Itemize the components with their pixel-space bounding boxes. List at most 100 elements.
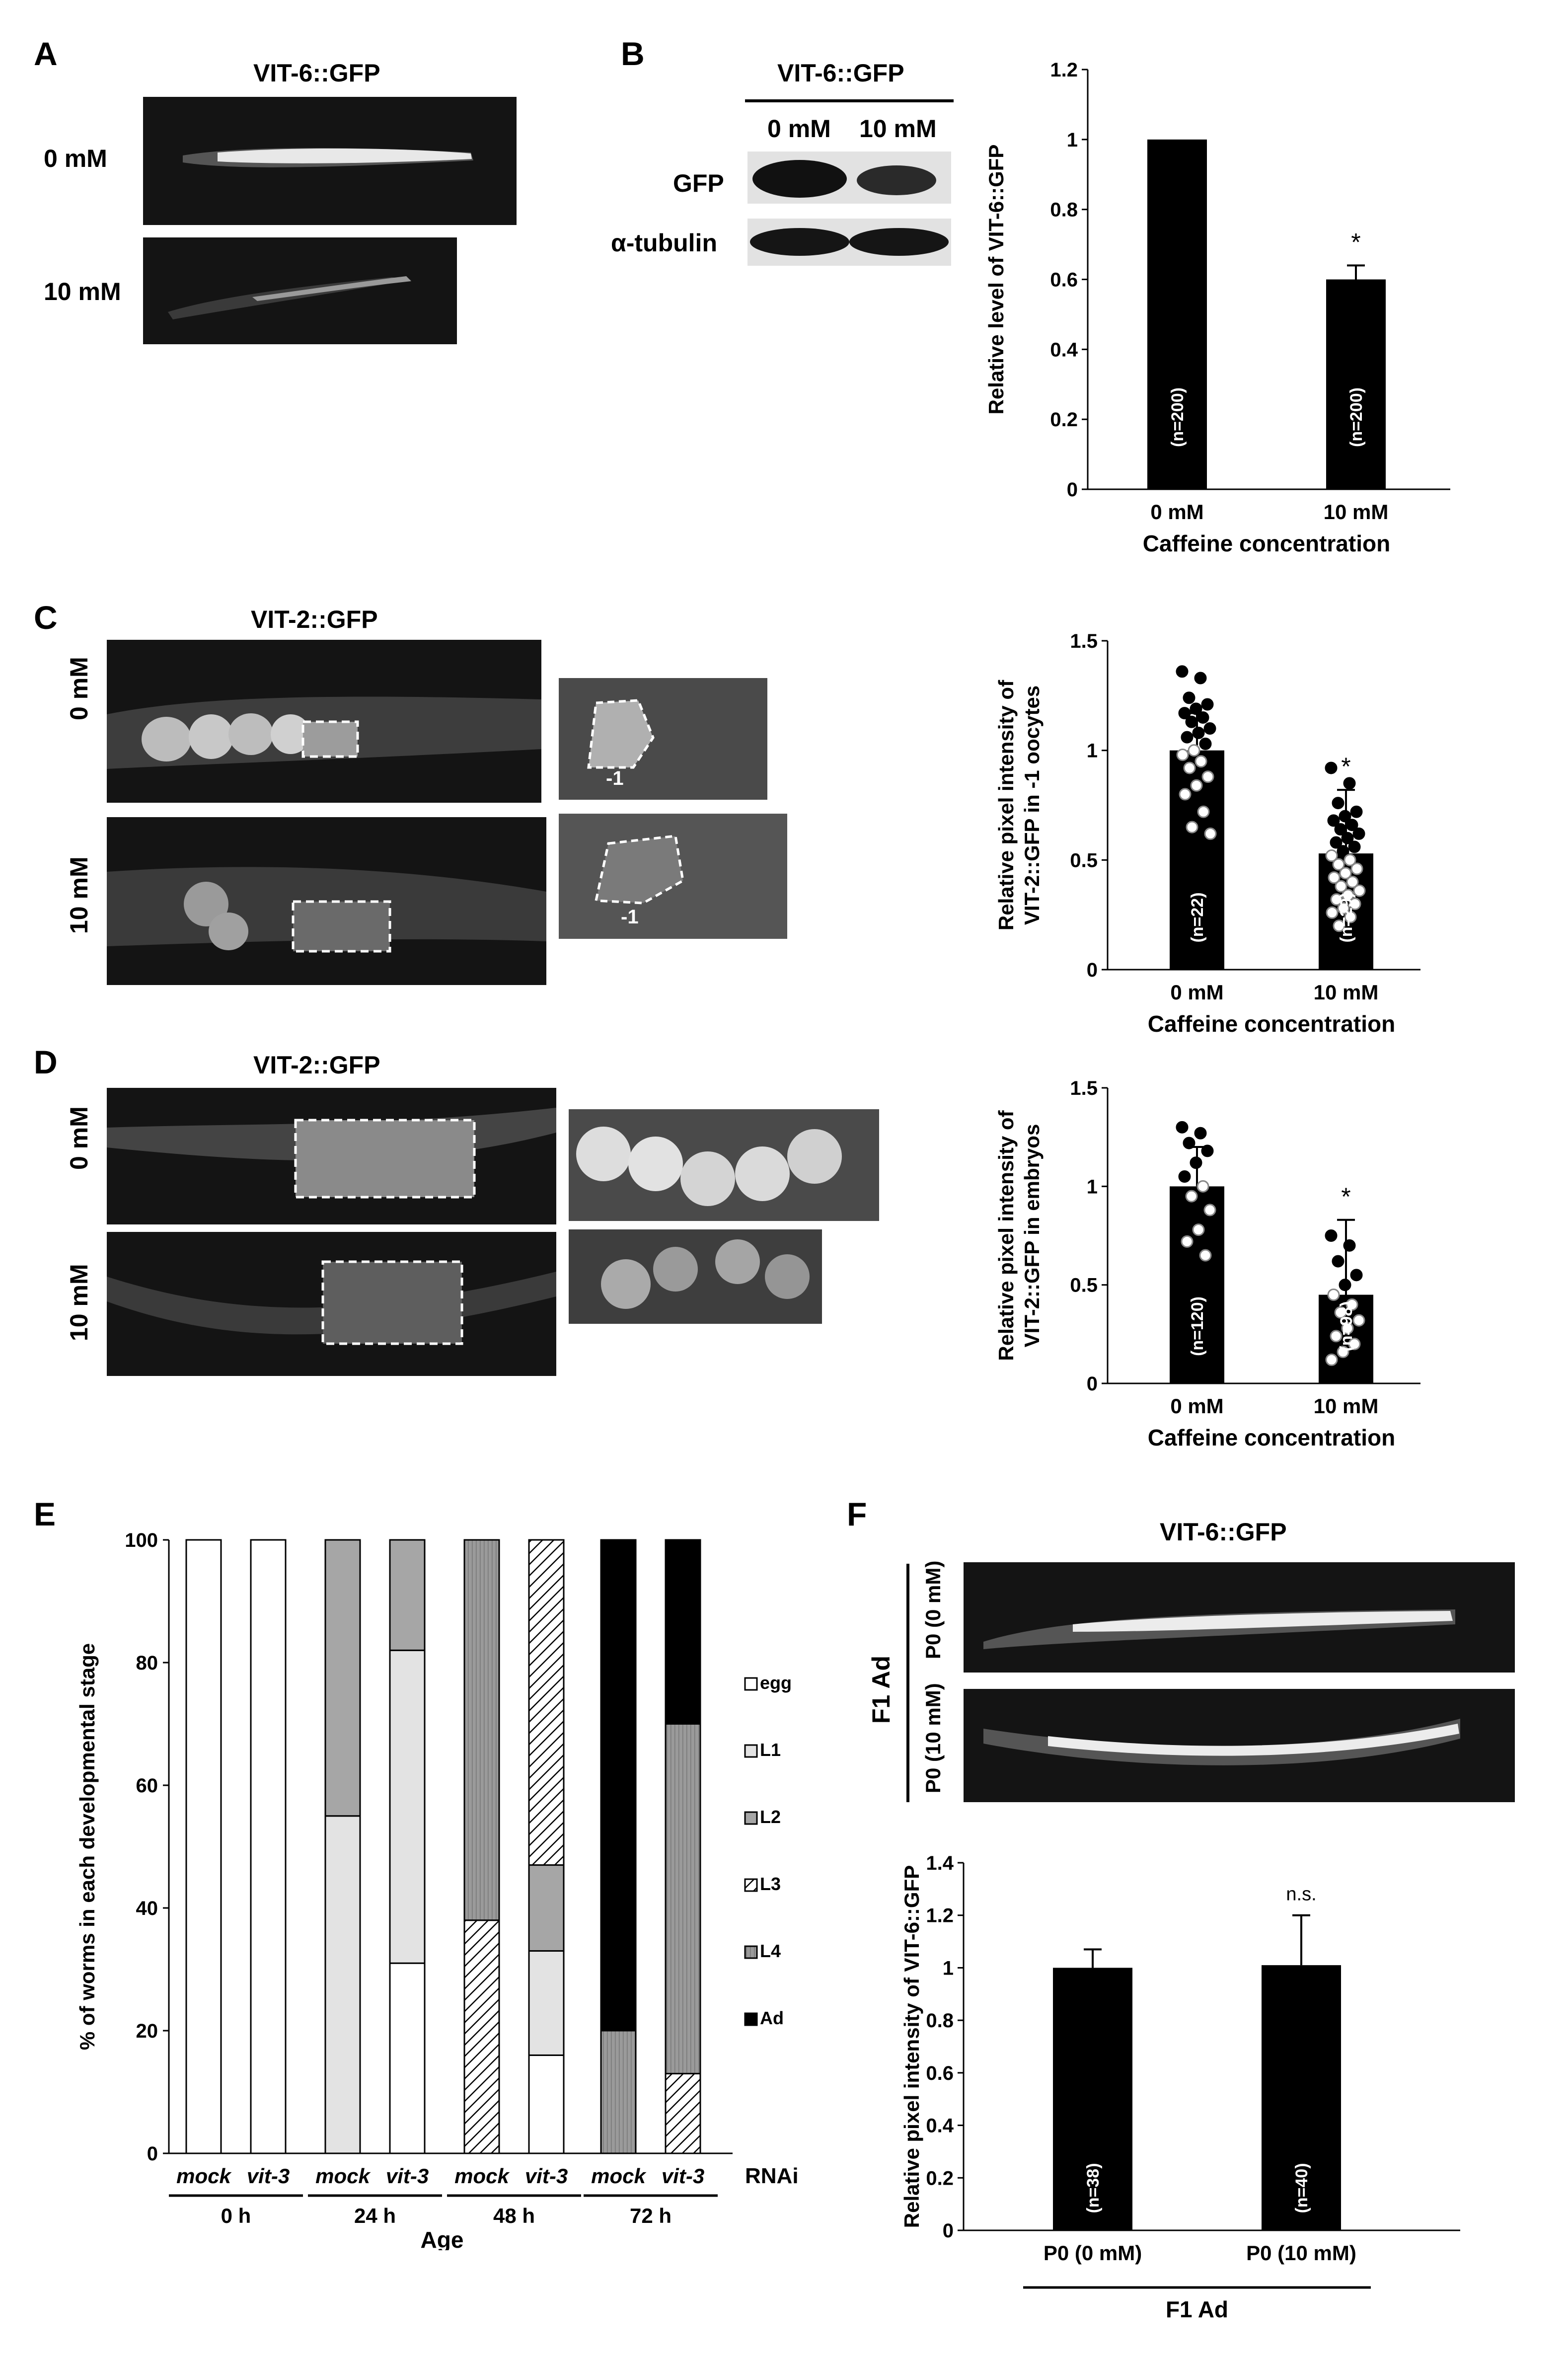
- data-point: [1176, 1121, 1189, 1134]
- legend-swatch: [744, 1945, 758, 1959]
- stack-segment: [250, 1539, 287, 2154]
- data-point: [1350, 805, 1363, 818]
- data-point: [1196, 1180, 1209, 1193]
- data-point: [1190, 779, 1203, 792]
- data-point: [1332, 797, 1344, 810]
- y-tick-label: 1.4: [926, 1852, 954, 1874]
- stack-segment: [528, 1539, 565, 1866]
- data-point: [1334, 1306, 1347, 1319]
- stack-segment: [324, 1539, 361, 1817]
- data-point: [1201, 698, 1214, 711]
- x-tick-label: 10 mM: [1324, 500, 1389, 524]
- data-point: [1345, 819, 1358, 832]
- panel-f-row-10mm: P0 (10 mM): [921, 1683, 945, 1793]
- y-tick-label: 60: [136, 1775, 158, 1797]
- x-tick-label: mock: [591, 2164, 647, 2188]
- bar: [1053, 1968, 1132, 2230]
- x-axis-label: Age: [421, 2227, 464, 2250]
- data-point: [1196, 711, 1209, 724]
- legend-swatch: [744, 1677, 758, 1691]
- legend-swatch: [744, 2012, 758, 2026]
- data-point: [1335, 880, 1347, 893]
- panel-c-worm-image-10mm: [107, 817, 546, 985]
- data-point: [1348, 898, 1361, 911]
- stack-segment: [665, 2072, 701, 2154]
- y-tick-label: 1: [943, 1957, 954, 1979]
- chart-e: 0 20 40 60 80 100 mock vit-3 mock vit-3 mock vit-3 m…: [75, 1529, 799, 2250]
- data-point: [1201, 1144, 1214, 1157]
- x-tick-label: 0 mM: [1150, 500, 1203, 524]
- data-point: [1185, 715, 1198, 728]
- y-tick-label: 1: [1087, 740, 1098, 762]
- stack-segment: [389, 1649, 426, 1964]
- data-point: [1350, 862, 1363, 875]
- bar: [1262, 1965, 1341, 2230]
- data-point: [1183, 691, 1195, 704]
- data-point: [1333, 919, 1345, 932]
- stack-segment: [463, 1539, 500, 1921]
- data-point: [1326, 906, 1339, 919]
- stack-segment: [600, 2030, 637, 2154]
- y-axis-label: % of worms in each developmental stage: [75, 1643, 99, 2050]
- data-point: [1341, 1322, 1354, 1335]
- y-tick-label: 0: [1067, 479, 1078, 501]
- data-point: [1344, 853, 1356, 866]
- data-point: [1352, 1314, 1365, 1327]
- panel-label-b: B: [621, 35, 645, 72]
- panel-c-worm-image-0mm: [107, 640, 541, 803]
- data-point: [1343, 1239, 1356, 1252]
- panel-d-row-10mm: 10 mM: [65, 1264, 93, 1341]
- panel-c-oocyte-zoom-10mm: -1: [559, 814, 787, 939]
- data-point: [1348, 840, 1361, 853]
- data-point: [1194, 672, 1207, 685]
- y-tick-label: 1: [1087, 1176, 1098, 1198]
- legend-label: L1: [760, 1740, 781, 1760]
- n-label: (n=98): [1337, 1301, 1356, 1351]
- panel-f-row-0mm: P0 (0 mM): [921, 1560, 945, 1659]
- bar: [1170, 1186, 1224, 1383]
- panel-d-row-0mm: 0 mM: [65, 1106, 93, 1170]
- data-point: [1183, 1137, 1195, 1149]
- data-point: [1201, 770, 1214, 783]
- data-point: [1325, 849, 1338, 862]
- legend-swatch: [744, 1744, 758, 1758]
- group-label: 72 h: [630, 2204, 672, 2227]
- data-point: [1339, 810, 1351, 823]
- group-label: 0 h: [221, 2204, 251, 2227]
- data-point: [1325, 761, 1338, 774]
- panel-d-embryo-zoom-10mm: [569, 1229, 822, 1324]
- data-point: [1339, 1279, 1351, 1292]
- panel-a-worm-image-10mm: [143, 237, 457, 344]
- chart-d: 0 0.5 1 1.5 (n=120) 0 mM * (n=98) 10 mM Caffeine …: [994, 1077, 1420, 1450]
- oocyte-label-10mm: -1: [621, 906, 639, 928]
- blot-title: VIT-6::GFP: [777, 59, 904, 87]
- y-tick-label: 0: [147, 2143, 158, 2165]
- y-tick-label: 80: [136, 1652, 158, 1674]
- panel-c-title: VIT-2::GFP: [251, 606, 378, 633]
- significance-label: *: [1341, 1183, 1350, 1211]
- data-point: [1183, 761, 1196, 774]
- x-tick-label: mock: [176, 2164, 232, 2188]
- y-tick-label: 0.5: [1070, 1275, 1098, 1296]
- panel-f-title: VIT-6::GFP: [1160, 1518, 1287, 1546]
- data-point: [1334, 823, 1347, 836]
- blot-tubulin-strip: [747, 219, 951, 266]
- data-point: [1327, 1289, 1340, 1301]
- significance-label: *: [1341, 753, 1350, 780]
- n-label: (n=120): [1188, 1296, 1207, 1356]
- data-point: [1342, 889, 1354, 902]
- panel-label-f: F: [847, 1496, 867, 1532]
- stack-segment: [528, 2054, 565, 2154]
- panel-d-embryo-zoom-0mm: [569, 1109, 879, 1221]
- data-point: [1348, 1338, 1361, 1351]
- data-point: [1192, 1223, 1205, 1236]
- x-tick-label: vit-3: [662, 2164, 704, 2188]
- x-tick-label: mock: [315, 2164, 371, 2188]
- data-point: [1181, 731, 1194, 744]
- stack-segment: [463, 1919, 500, 2154]
- y-tick-label: 0.8: [926, 2010, 954, 2032]
- y-tick-label: 1.2: [1050, 59, 1078, 81]
- panel-c-oocyte-zoom-0mm: -1: [559, 678, 767, 800]
- n-label: (n=200): [1168, 387, 1187, 447]
- stack-segment: [528, 1950, 565, 2056]
